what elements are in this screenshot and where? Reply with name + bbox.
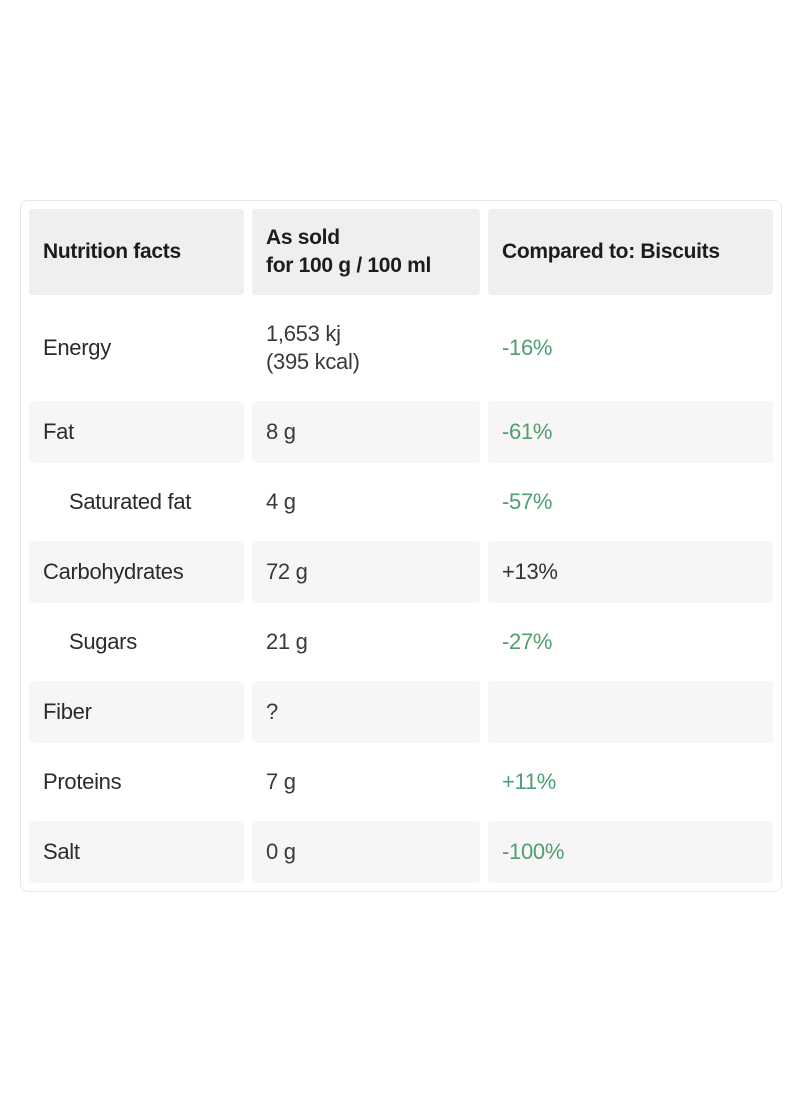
row-label: Sugars xyxy=(69,629,137,654)
row-value-line1: 1,653 kj xyxy=(266,321,341,346)
row-label: Salt xyxy=(29,821,244,883)
row-comparison: +11% xyxy=(488,751,773,813)
row-label: Proteins xyxy=(43,769,122,794)
row-value: 1,653 kj (395 kcal) xyxy=(252,303,480,393)
row-value-line2: (395 kcal) xyxy=(266,349,360,374)
nutrition-facts-card: Nutrition facts As sold for 100 g / 100 … xyxy=(20,200,782,892)
row-comparison: -57% xyxy=(488,471,773,533)
row-value: 4 g xyxy=(266,489,296,514)
row-label: Energy xyxy=(43,335,111,360)
row-value: 72 g xyxy=(252,541,480,603)
comparison-value: +11% xyxy=(502,769,557,794)
row-comparison xyxy=(488,681,773,743)
nutrition-facts-table: Nutrition facts As sold for 100 g / 100 … xyxy=(20,200,782,892)
header-as-sold-line1: As sold xyxy=(266,226,340,249)
comparison-value: +13% xyxy=(502,559,558,584)
row-comparison: -61% xyxy=(488,401,773,463)
table-row-proteins: Proteins 7 g +11% xyxy=(29,751,773,813)
comparison-value: -16% xyxy=(502,335,553,360)
row-comparison: -27% xyxy=(488,611,773,673)
table-row-fiber: Fiber ? xyxy=(29,681,773,743)
header-as-sold-line2: for 100 g / 100 ml xyxy=(266,254,432,277)
row-label: Fiber xyxy=(29,681,244,743)
table-row-sugars: Sugars 21 g -27% xyxy=(29,611,773,673)
row-value: 7 g xyxy=(266,769,296,794)
row-value: 0 g xyxy=(252,821,480,883)
row-value: ? xyxy=(252,681,480,743)
comparison-value: -61% xyxy=(502,419,553,444)
header-nutrition-facts: Nutrition facts xyxy=(29,209,244,295)
row-comparison: +13% xyxy=(488,541,773,603)
row-comparison: -100% xyxy=(488,821,773,883)
row-label: Saturated fat xyxy=(69,489,192,514)
row-comparison: -16% xyxy=(488,303,773,393)
row-value: 21 g xyxy=(266,629,308,654)
table-row-salt: Salt 0 g -100% xyxy=(29,821,773,883)
header-as-sold: As sold for 100 g / 100 ml xyxy=(252,209,480,295)
table-row-saturated-fat: Saturated fat 4 g -57% xyxy=(29,471,773,533)
header-compared-to: Compared to: Biscuits xyxy=(488,209,773,295)
table-row-carbohydrates: Carbohydrates 72 g +13% xyxy=(29,541,773,603)
table-row-fat: Fat 8 g -61% xyxy=(29,401,773,463)
table-row-energy: Energy 1,653 kj (395 kcal) -16% xyxy=(29,303,773,393)
comparison-value: -57% xyxy=(502,489,553,514)
row-label: Fat xyxy=(29,401,244,463)
comparison-value: -100% xyxy=(502,839,565,864)
comparison-value: -27% xyxy=(502,629,553,654)
table-header-row: Nutrition facts As sold for 100 g / 100 … xyxy=(29,209,773,295)
row-value: 8 g xyxy=(252,401,480,463)
row-label: Carbohydrates xyxy=(29,541,244,603)
